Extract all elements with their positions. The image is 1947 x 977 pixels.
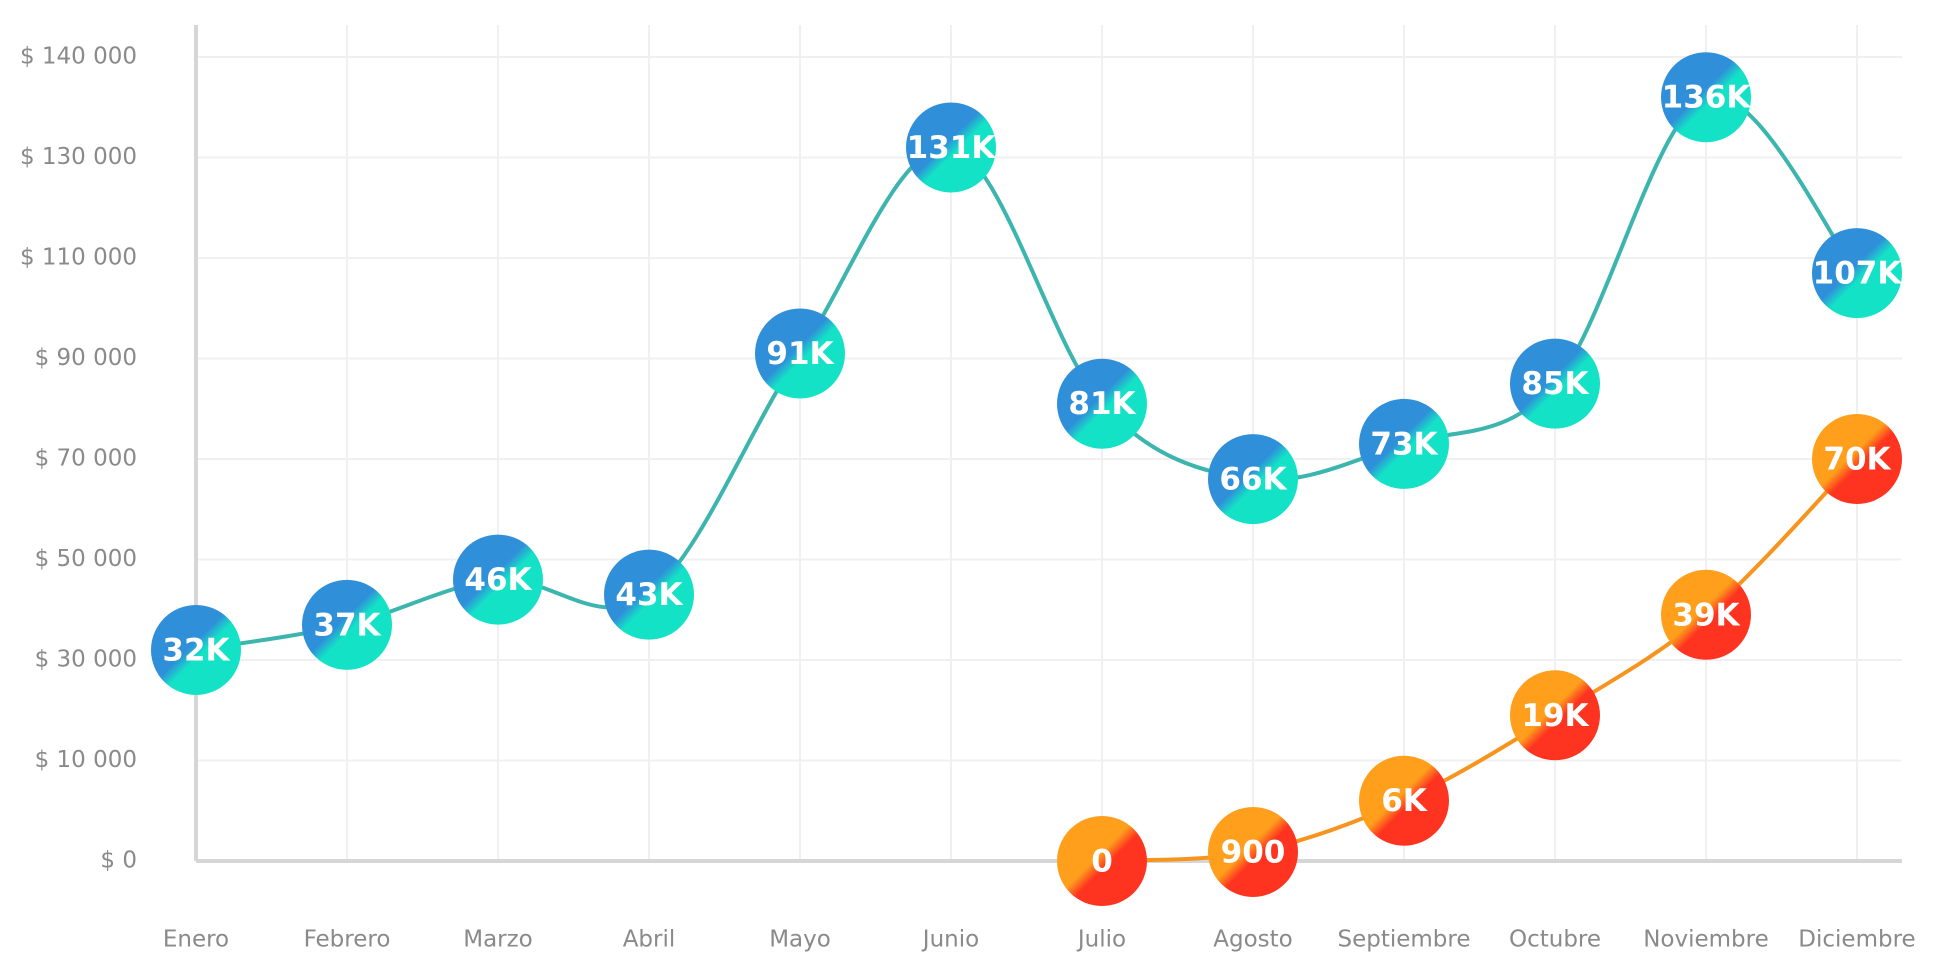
data-label: 136K xyxy=(1662,80,1752,116)
point-marker xyxy=(1359,755,1449,846)
data-label: 91K xyxy=(766,336,834,372)
point-marker xyxy=(755,308,845,399)
y-tick-label: $ 90 000 xyxy=(35,345,137,371)
point-marker xyxy=(1208,806,1298,897)
x-tick-label: Junio xyxy=(921,927,979,953)
point-marker xyxy=(1359,398,1449,489)
point-marker xyxy=(453,534,543,625)
y-tick-label: $ 110 000 xyxy=(20,245,137,271)
point-marker xyxy=(906,102,996,193)
y-tick-label: $ 140 000 xyxy=(20,44,137,70)
y-tick-label: $ 130 000 xyxy=(20,144,137,170)
data-label: 39K xyxy=(1672,597,1740,633)
x-tick-label: Noviembre xyxy=(1643,927,1769,953)
x-tick-label: Julio xyxy=(1076,927,1126,953)
data-label: 19K xyxy=(1521,698,1589,734)
point-marker xyxy=(151,604,241,695)
point-marker xyxy=(1661,52,1751,143)
x-tick-label: Agosto xyxy=(1213,927,1292,953)
data-label: 37K xyxy=(313,607,381,643)
data-label: 70K xyxy=(1823,442,1891,478)
y-tick-label: $ 0 xyxy=(100,848,137,874)
y-tick-label: $ 10 000 xyxy=(35,747,137,773)
data-label: 46K xyxy=(464,562,532,598)
data-label: 32K xyxy=(162,632,230,668)
x-tick-label: Marzo xyxy=(463,927,533,953)
y-tick-label: $ 70 000 xyxy=(35,446,137,472)
data-label: 43K xyxy=(615,577,683,613)
data-label: 107K xyxy=(1813,256,1903,292)
data-label: 85K xyxy=(1521,366,1589,402)
data-label: 900 xyxy=(1221,834,1286,870)
series-line xyxy=(195,93,1859,652)
y-tick-label: $ 50 000 xyxy=(35,546,137,572)
data-label: 131K xyxy=(907,130,997,166)
point-marker xyxy=(1057,816,1147,906)
y-tick-label: $ 30 000 xyxy=(35,647,137,673)
point-marker xyxy=(1057,358,1147,449)
data-label: 81K xyxy=(1068,386,1136,422)
point-marker xyxy=(1510,670,1600,761)
x-tick-label: Abril xyxy=(623,927,676,953)
point-marker xyxy=(1812,414,1902,504)
x-tick-label: Mayo xyxy=(769,927,831,953)
data-label: 6K xyxy=(1381,783,1428,819)
point-marker xyxy=(302,579,392,670)
point-marker xyxy=(1208,434,1298,525)
data-label: 73K xyxy=(1370,426,1438,462)
data-label: 66K xyxy=(1219,462,1287,498)
x-tick-label: Diciembre xyxy=(1798,927,1915,953)
x-tick-label: Septiembre xyxy=(1337,927,1470,953)
x-tick-label: Octubre xyxy=(1509,927,1601,953)
point-marker xyxy=(1510,338,1600,429)
x-tick-label: Febrero xyxy=(304,927,391,953)
point-marker xyxy=(1812,228,1902,319)
point-marker xyxy=(1661,569,1751,660)
data-label: 0 xyxy=(1091,844,1113,880)
x-tick-label: Enero xyxy=(163,927,229,953)
point-marker xyxy=(604,549,694,640)
